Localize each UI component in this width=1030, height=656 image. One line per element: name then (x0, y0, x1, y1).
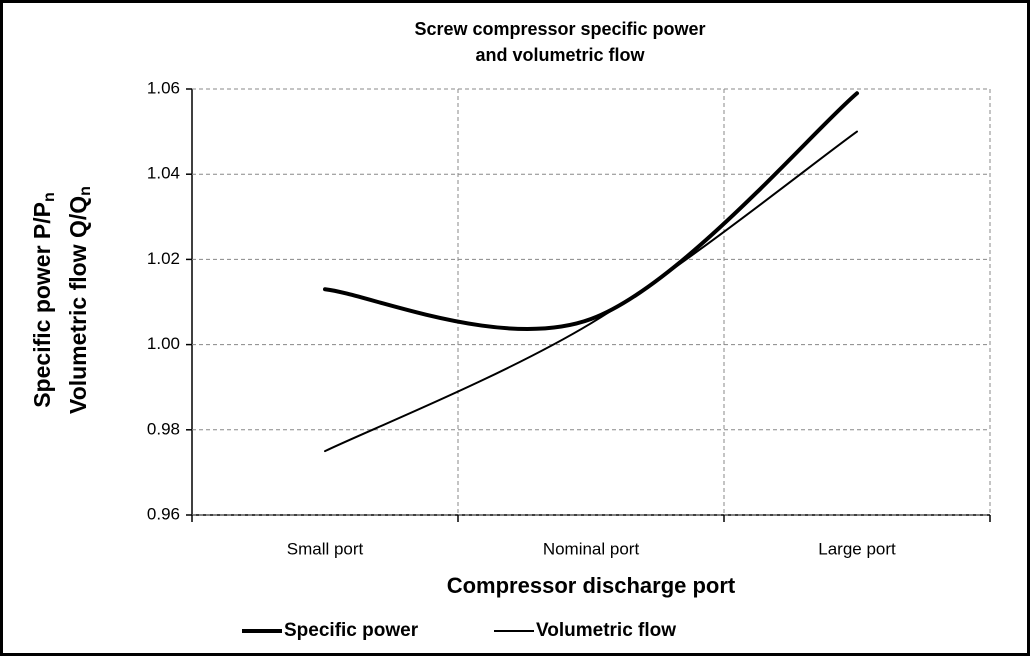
y-tick-label: 1.06 (147, 78, 180, 97)
y-tick-label: 0.98 (147, 419, 180, 438)
y-axis-label: Specific power P/Pn (29, 192, 58, 408)
chart-title: and volumetric flow (475, 45, 645, 65)
x-tick-label: Nominal port (543, 539, 640, 558)
data-line (324, 130, 858, 453)
x-tick-label: Large port (818, 539, 896, 558)
y-axis-label-text: Volumetric flow Q/Q (65, 196, 91, 414)
legend-label: Volumetric flow (536, 620, 676, 641)
x-tick-label: Small port (287, 539, 364, 558)
y-axis-label-sub: n (41, 192, 58, 202)
y-tick-label: 1.00 (147, 334, 180, 353)
y-tick-label: 0.96 (147, 504, 180, 523)
legend-label: Specific power (284, 620, 419, 641)
y-axis-label: Volumetric flow Q/Qn (65, 186, 94, 414)
data-line (323, 91, 859, 331)
chart-title: Screw compressor specific power (414, 19, 705, 39)
y-axis-label-sub: n (77, 186, 94, 196)
y-tick-label: 1.04 (147, 164, 180, 183)
y-axis-label-text: Specific power P/P (29, 202, 55, 408)
y-tick-label: 1.02 (147, 249, 180, 268)
x-axis-label: Compressor discharge port (447, 573, 736, 598)
